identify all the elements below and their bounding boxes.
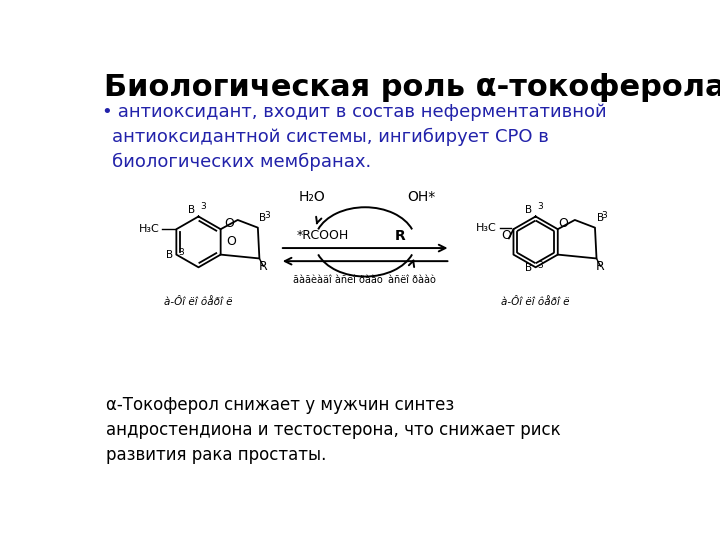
Text: O: O [224,217,234,230]
Text: H₂O: H₂O [299,190,325,204]
Text: àñëî ðààò: àñëî ðààò [387,275,436,286]
Text: B: B [166,251,174,260]
Text: R: R [395,229,405,243]
Text: R: R [259,260,268,273]
Text: антиоксидант, входит в состав неферментативной
антиоксидантной системы, ингибиру: антиоксидант, входит в состав нефермента… [112,103,606,171]
Text: B: B [526,263,533,273]
Text: Биологическая роль α-токоферола: Биологическая роль α-токоферола [104,72,720,102]
Text: 3: 3 [601,212,607,220]
Text: H₃C: H₃C [476,222,496,233]
Text: 3: 3 [200,202,206,211]
Text: O: O [227,235,236,248]
Text: B: B [259,213,266,224]
Text: *RCOOH: *RCOOH [297,230,348,242]
Text: α-Токоферол снижает у мужчин синтез
андростендиона и тестостерона, что снижает р: α-Токоферол снижает у мужчин синтез андр… [106,396,560,464]
Text: H₃C: H₃C [138,224,159,234]
Text: •: • [101,103,112,122]
Text: B: B [526,205,533,214]
Text: O: O [501,229,510,242]
Text: 3: 3 [537,202,543,211]
Text: OH*: OH* [407,190,435,204]
Text: B: B [188,205,195,214]
Text: O: O [558,217,568,230]
Text: 3: 3 [537,261,543,270]
Text: 3: 3 [178,248,184,258]
Text: R: R [596,260,605,273]
Text: à-Ôî ëî ôåðî ë: à-Ôî ëî ôåðî ë [164,297,233,307]
Text: 3: 3 [264,212,270,220]
Text: B: B [597,213,603,224]
Text: à-Ôî ëî ôåðî ë: à-Ôî ëî ôåðî ë [501,297,570,307]
Text: ãàãèàäî àñëî ðààò: ãàãèàäî àñëî ðààò [293,275,383,286]
